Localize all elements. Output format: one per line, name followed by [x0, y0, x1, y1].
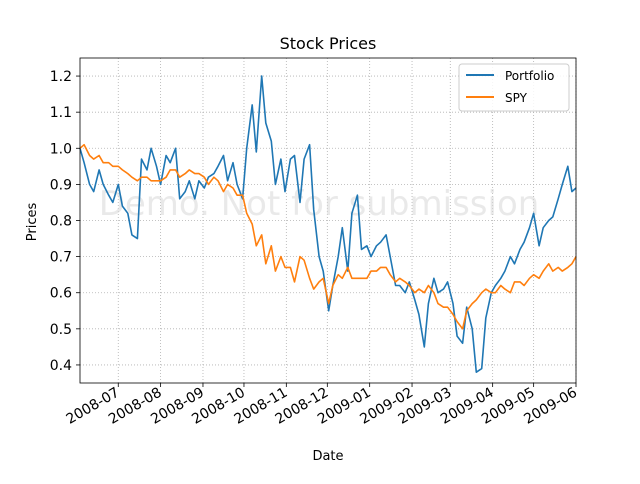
y-tick-label: 0.6 [50, 286, 72, 302]
y-tick-label: 1.2 [50, 69, 72, 85]
legend-label-portfolio: Portfolio [505, 69, 554, 83]
legend-label-spy: SPY [505, 91, 528, 105]
chart-title: Stock Prices [280, 34, 377, 53]
watermark-text: Demo. Not for submission [99, 184, 540, 224]
y-tick-label: 0.8 [50, 214, 72, 230]
grid-layer [80, 58, 577, 383]
y-tick-label: 0.4 [50, 358, 72, 374]
y-tick-label: 1.0 [50, 141, 72, 157]
series-layer [79, 75, 577, 374]
y-tick-label: 1.1 [50, 105, 72, 121]
y-axis-label: Prices [25, 203, 40, 242]
series-line-spy [79, 143, 577, 330]
series-line-portfolio [79, 75, 577, 374]
legend: Portfolio SPY [458, 63, 570, 112]
y-axis-ticks: 0.4 0.5 0.6 0.7 0.8 0.9 1.0 1.1 1.2 [50, 69, 80, 374]
y-tick-label: 0.7 [50, 250, 72, 266]
y-tick-label: 0.5 [50, 322, 72, 338]
y-tick-label: 0.9 [50, 177, 72, 193]
x-axis-label: Date [312, 449, 343, 464]
